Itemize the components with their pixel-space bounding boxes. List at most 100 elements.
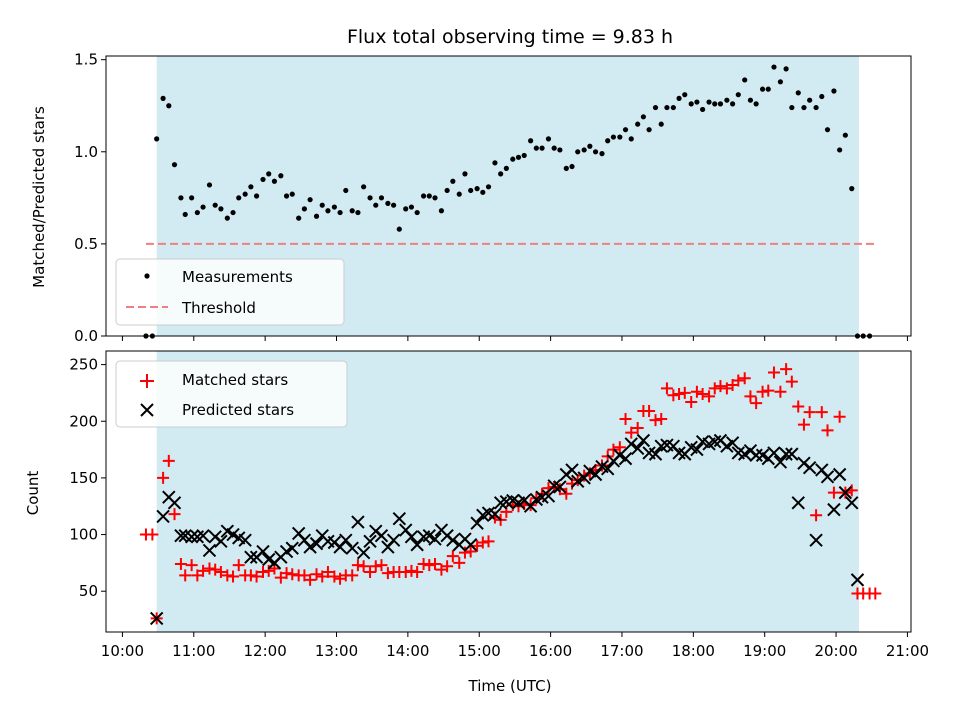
predicted-stars-legend-marker — [140, 403, 154, 417]
measurement-point — [712, 101, 718, 107]
predicted-stars-point — [463, 538, 478, 552]
predicted-stars-point — [785, 447, 799, 461]
matched-stars-point — [708, 382, 721, 395]
measurement-point — [331, 204, 337, 210]
matched-stars-legend-label: Matched stars — [182, 371, 288, 389]
measurement-point — [688, 101, 694, 107]
ratio-panel: 0.0 0.5 1.0 1.5 Matched/Predicted stars Mea… — [30, 51, 912, 345]
matched-stars-point — [810, 509, 823, 522]
matched-stars-point — [179, 569, 192, 582]
measurement-point — [301, 206, 307, 212]
y-tick-label: 0.0 — [74, 327, 98, 345]
measurement-point — [694, 99, 700, 105]
predicted-stars-point — [238, 533, 252, 547]
matched-stars-point — [762, 384, 775, 397]
measurement-point — [200, 204, 206, 210]
matched-stars-point — [756, 385, 769, 398]
x-tick-label: 19:00 — [743, 642, 786, 660]
measurement-point — [396, 226, 402, 232]
measurement-point — [349, 208, 355, 214]
matched-stars-point — [750, 397, 763, 410]
matched-stars-point — [286, 568, 299, 581]
matched-stars-point — [209, 563, 222, 576]
x-tick-label: 15:00 — [458, 642, 501, 660]
measurement-point — [592, 149, 599, 155]
measurement-point — [337, 209, 343, 216]
measurement-point — [617, 134, 623, 140]
predicted-stars-point — [196, 528, 210, 543]
measurement-point — [700, 106, 706, 113]
matched-stars-point — [328, 570, 341, 583]
count-legend: Matched stars Predicted stars — [115, 360, 348, 428]
predicted-stars-point — [356, 545, 371, 560]
measurement-point — [444, 187, 450, 194]
predicted-stars-point — [184, 530, 199, 544]
measurement-point — [194, 209, 200, 216]
predicted-stars-point — [156, 509, 170, 524]
predicted-stars-point — [624, 437, 638, 451]
predicted-stars-point — [339, 533, 353, 547]
predicted-stars-point — [850, 573, 865, 587]
measurement-point — [313, 213, 320, 219]
matched-stars-point — [146, 528, 159, 541]
ratio-y-axis-title: Matched/Predicted stars — [30, 106, 48, 288]
measurement-point — [296, 215, 302, 221]
matched-stars-point — [815, 406, 828, 419]
measurement-point — [569, 163, 575, 170]
measurement-point — [260, 176, 266, 183]
predicted-stars-point — [386, 533, 401, 547]
count-y-axis: 50 100 150 200 250 — [69, 356, 106, 600]
measurement-point — [801, 104, 807, 111]
measurement-point — [510, 156, 516, 162]
measurement-point — [426, 193, 432, 199]
count-panel: 50 100 150 200 250 10:00 11:00 12:00 13:00 14:00… — [24, 350, 929, 660]
measurement-point — [652, 104, 659, 111]
measurement-point — [831, 88, 837, 94]
matched-stars-point — [607, 443, 620, 456]
matched-stars-point — [232, 559, 245, 572]
x-tick-label: 12:00 — [244, 642, 287, 660]
measurement-point — [408, 204, 415, 210]
ratio-panel-frame — [105, 55, 912, 337]
measurement-point — [325, 208, 331, 214]
matched-stars-point — [357, 560, 370, 573]
predicted-stars-point — [648, 447, 663, 461]
predicted-stars-point — [303, 540, 317, 554]
matched-stars-point — [250, 570, 263, 583]
y-tick-label: 250 — [69, 356, 98, 374]
measurement-point — [777, 79, 784, 85]
measurement-point — [771, 64, 777, 70]
predicted-stars-point — [791, 496, 805, 510]
predicted-stars-point — [749, 448, 763, 462]
measurement-point — [456, 191, 462, 197]
predicted-stars-point — [690, 442, 704, 457]
matched-stars-legend-marker — [140, 374, 154, 388]
measurement-point — [581, 147, 587, 153]
measurement-point — [154, 136, 160, 142]
measurement-point — [485, 184, 492, 190]
measurement-point — [438, 208, 445, 214]
matched-stars-point — [446, 550, 459, 563]
matched-stars-point — [221, 569, 234, 582]
y-tick-label: 50 — [79, 582, 98, 600]
measurement-point — [551, 145, 557, 151]
predicted-stars-point — [392, 511, 407, 526]
matched-stars-point — [458, 546, 471, 559]
matched-stars-point — [803, 406, 816, 419]
matched-stars-point — [280, 567, 293, 580]
predicted-stars-point — [845, 496, 859, 510]
measurement-point — [480, 189, 486, 195]
measurement-point — [599, 151, 605, 157]
measurement-point — [628, 136, 634, 142]
y-tick-label: 1.5 — [74, 51, 98, 69]
chart-title: Flux total observing time = 9.83 h — [347, 26, 673, 48]
matched-stars-point — [833, 410, 846, 423]
predicted-stars-point — [725, 436, 740, 450]
matched-stars-point — [631, 422, 644, 435]
x-tick-label: 18:00 — [672, 642, 715, 660]
measurement-point — [563, 165, 569, 171]
predicted-stars-point — [470, 516, 484, 530]
measurement-point — [717, 101, 724, 107]
ratio-legend-box — [115, 258, 345, 326]
measurement-point — [783, 66, 789, 72]
